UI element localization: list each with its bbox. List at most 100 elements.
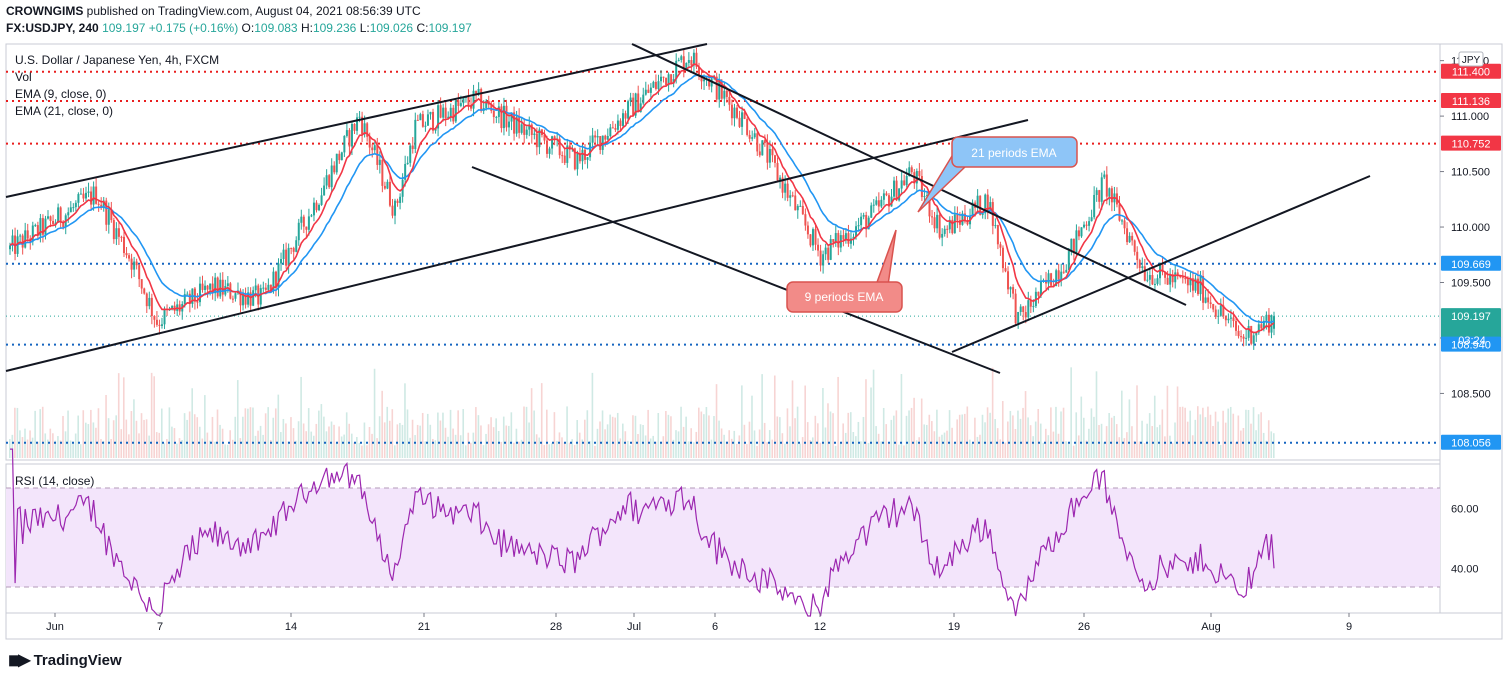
falling-lower-line[interactable] [471,166,1001,374]
volume-bar [500,441,503,458]
candle-body [738,117,741,127]
symbol-label[interactable]: FX:USDJPY, 240 [6,21,99,35]
candle-body [606,136,609,140]
volume-bar [138,433,140,458]
volume-bar [163,443,166,458]
candle-body [1138,260,1141,268]
rising-support-line[interactable] [951,175,1371,353]
volume-bar [606,424,609,458]
candle-body [269,284,272,291]
volume-bar [1055,406,1057,458]
candle-body [495,116,498,118]
time-axis[interactable] [5,612,1503,640]
volume-bar [133,399,135,458]
candle-body [817,244,820,251]
candle-body [799,205,802,207]
candle-body [206,285,209,290]
candle-body [11,235,14,246]
ema21-legend[interactable]: EMA (21, close, 0) [15,104,113,118]
volume-bar [295,440,297,458]
candle-body [1197,278,1200,295]
volume-bar [14,407,16,458]
volume-bar [305,431,307,458]
candle-body [692,52,695,66]
candle-body [875,200,878,205]
volume-bar [267,407,269,458]
candle-body [1032,306,1035,308]
candle-body [649,87,652,93]
candle-body [594,135,597,138]
volume-bar [259,425,262,458]
channel-lower-line[interactable] [5,119,1029,372]
candle-body [1209,302,1212,304]
volume-bar [31,437,34,458]
volume-bar [1267,420,1270,458]
candle-body [404,163,407,180]
volume-bar [477,415,480,458]
price-tick-label: 108.500 [1451,388,1491,400]
volume-bar [411,419,414,458]
candle-body [1260,324,1263,329]
tradingview-logo[interactable]: ◼▶ TradingView [8,650,122,670]
publisher-name[interactable]: CROWNGIMS [6,4,84,18]
volume-bar [325,431,328,458]
candle-body [824,247,827,255]
candle-body [634,93,637,116]
candle-body [637,93,640,113]
volume-bar [1019,418,1022,458]
ema9-legend[interactable]: EMA (9, close, 0) [15,87,106,101]
volume-bar [1110,417,1113,458]
volume-bar [697,407,700,458]
volume-bar [786,408,789,458]
volume-bar [806,422,809,458]
volume-bar [1072,445,1075,458]
volume-bar [1029,425,1032,458]
candle-body [753,133,756,138]
volume-bar [67,410,69,458]
candle-body [452,107,455,122]
chart-title[interactable]: U.S. Dollar / Japanese Yen, 4h, FXCM [15,53,219,67]
volume-bar [865,379,867,458]
volume-bar [741,385,743,458]
volume-bar [903,445,905,458]
rsi-legend[interactable]: RSI (14, close) [15,474,94,488]
volume-bar [183,413,186,458]
volume-bar [383,422,386,458]
volume-bar [1060,411,1062,458]
main-pane[interactable] [5,43,1441,461]
candle-body [267,284,270,290]
volume-legend[interactable]: Vol [15,70,32,84]
volume-bar [743,424,746,458]
candle-body [247,292,250,305]
candle-body [1227,318,1230,321]
channel-upper-line[interactable] [5,43,708,198]
candle-body [758,151,761,156]
currency-badge[interactable] [1458,51,1484,67]
candle-body [105,200,108,225]
volume-bar [761,374,763,458]
time-tick-label: Aug [1201,621,1221,633]
volume-bar [715,384,718,458]
ema9-callout[interactable]: 9 periods EMA [786,229,903,313]
volume-bar [1262,432,1265,458]
candle-body [373,145,376,151]
candle-body [877,200,880,207]
candle-body [490,104,493,111]
rsi-tick-labels: 40.00 60.00 [1451,504,1479,576]
candle-body [1009,287,1012,290]
volume-bar [343,434,345,458]
volume-bar [26,439,29,458]
trend-lines[interactable] [5,43,1371,374]
candle-body [24,230,27,248]
candle-body [1077,230,1080,237]
volume-bar [553,412,556,458]
volume-bar [1118,437,1121,458]
candle-body [153,315,156,320]
volume-bar [1126,432,1128,458]
ema21-callout[interactable]: 21 periods EMA [917,136,1078,213]
falling-upper-line[interactable] [631,43,1187,306]
candle-body [938,214,941,238]
volume-bar [763,422,766,458]
candle-body [158,324,161,326]
